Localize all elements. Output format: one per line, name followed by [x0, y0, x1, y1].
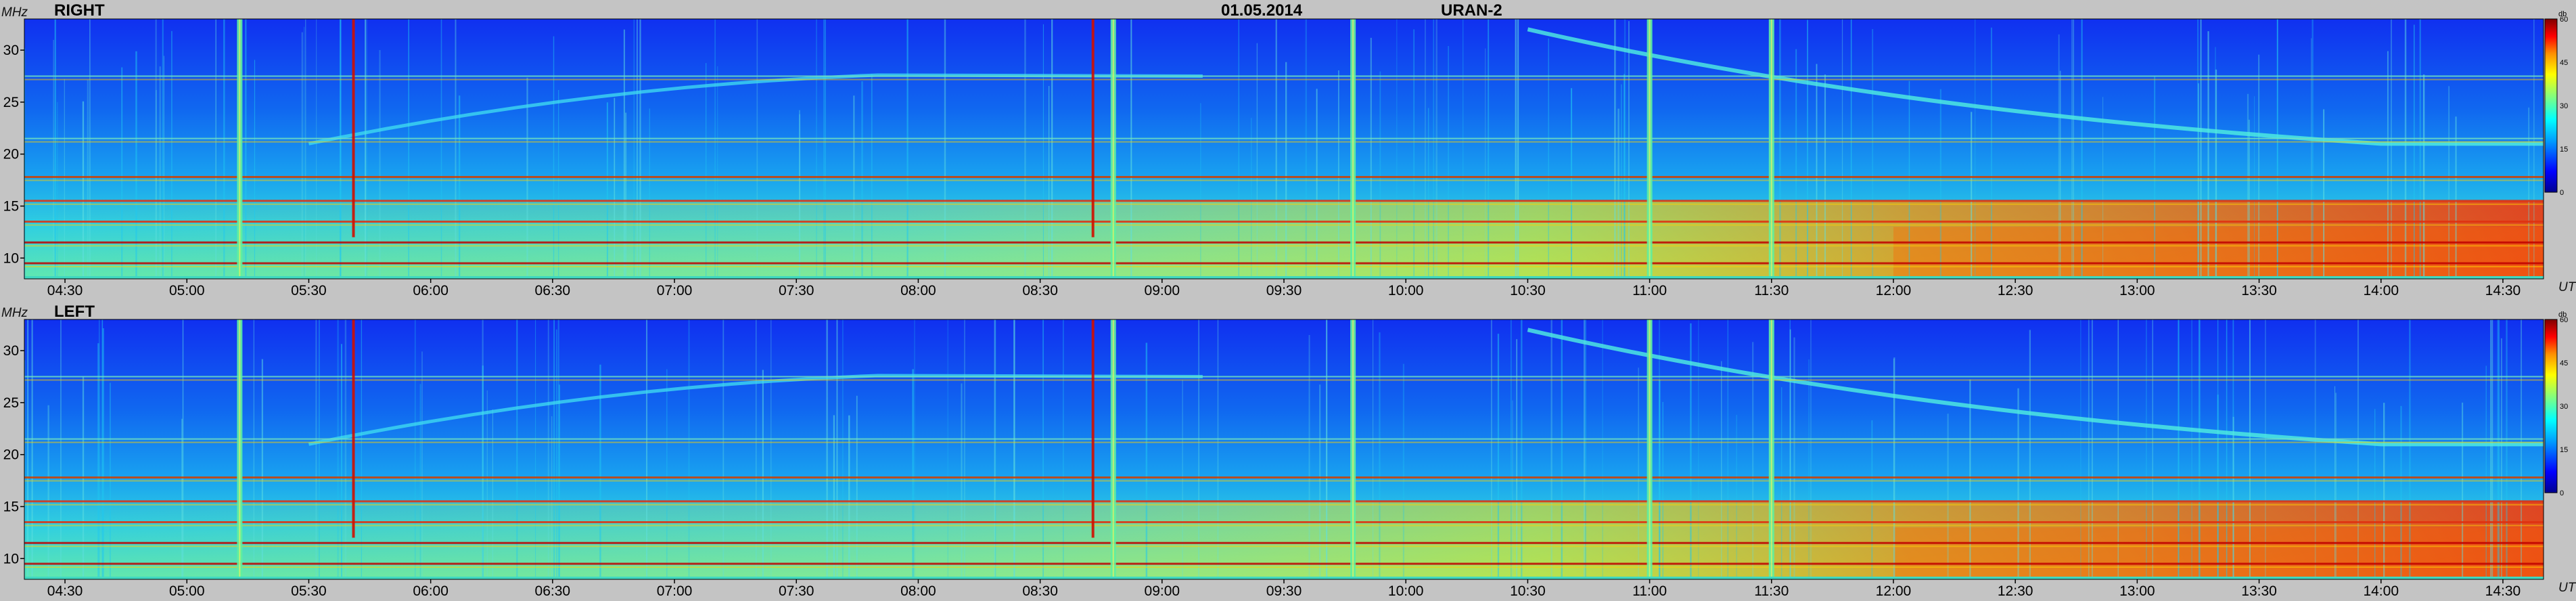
x-unit-top: UT	[2558, 280, 2576, 294]
x-tick-label: 05:00	[169, 283, 205, 298]
x-tick-label: 11:30	[1754, 283, 1789, 298]
colorbar-gradient	[2544, 319, 2558, 493]
colorbar-unit: db	[2558, 10, 2567, 18]
colorbar-unit: db	[2558, 311, 2567, 319]
y-unit-bottom: MHz	[1, 306, 28, 320]
x-tick-label: 05:30	[291, 583, 327, 599]
x-tick-label: 05:30	[291, 283, 327, 298]
colorbar-tick-label: 45	[2560, 359, 2568, 368]
x-tick-label: 07:00	[657, 583, 693, 599]
x-tick-label: 08:30	[1022, 583, 1058, 599]
colorbar-tick-label: 60	[2560, 16, 2568, 24]
x-tick-label: 13:00	[2119, 283, 2155, 298]
y-tick-label: 25	[3, 395, 19, 411]
x-tick-label: 06:30	[535, 583, 571, 599]
x-tick-label: 07:30	[779, 583, 814, 599]
panel-label-right: RIGHT	[54, 1, 105, 20]
x-tick-label: 09:00	[1145, 283, 1180, 298]
x-tick-label: 10:00	[1388, 283, 1424, 298]
x-tick-label: 12:00	[1876, 583, 1912, 599]
y-unit-top: MHz	[1, 5, 28, 20]
colorbar-tick-label: 0	[2560, 489, 2564, 497]
hot-region	[24, 501, 2544, 579]
late-drift-band	[1527, 27, 2544, 146]
panel-label-left: LEFT	[54, 303, 95, 321]
x-tick-label: 07:30	[779, 283, 814, 298]
x-tick-label: 14:30	[2485, 283, 2521, 298]
drifting-band	[308, 374, 1203, 446]
x-tick-label: 07:00	[657, 283, 693, 298]
colorbar-tick-label: 60	[2560, 316, 2568, 324]
bottom-strip	[24, 577, 2544, 579]
colorbar-tick-label: 15	[2560, 446, 2568, 454]
x-tick-label: 04:30	[47, 283, 83, 298]
x-tick-label: 12:00	[1876, 283, 1912, 298]
x-tick-label: 06:00	[413, 583, 448, 599]
colorbar-tick-label: 15	[2560, 146, 2568, 154]
y-tick-label: 15	[3, 198, 19, 214]
x-tick-label: 11:00	[1632, 583, 1667, 599]
x-unit-bottom: UT	[2558, 581, 2576, 595]
x-tick-label: 08:00	[900, 283, 936, 298]
x-tick-label: 10:00	[1388, 583, 1424, 599]
x-tick-label: 14:00	[2363, 283, 2399, 298]
x-tick-label: 13:00	[2119, 583, 2155, 599]
y-tick-label: 30	[3, 43, 19, 58]
spectrogram-panel-right: 10 15 20 25 30 04:30 05:00 05:30 06:00 06:30 07:00…	[3, 10, 2569, 298]
y-tick-label: 10	[3, 551, 19, 566]
x-tick-label: 06:00	[413, 283, 448, 298]
x-tick-label: 13:30	[2241, 283, 2277, 298]
x-tick-label: 09:30	[1266, 583, 1302, 599]
x-tick-label: 12:30	[1998, 283, 2033, 298]
x-tick-label: 04:30	[47, 583, 83, 599]
x-tick-label: 08:30	[1022, 283, 1058, 298]
x-tick-label: 09:30	[1266, 283, 1302, 298]
late-drift-band	[1527, 328, 2544, 447]
x-tick-label: 10:30	[1510, 283, 1546, 298]
x-tick-label: 08:00	[900, 583, 936, 599]
x-tick-label: 14:00	[2363, 583, 2399, 599]
colorbar-tick-label: 0	[2560, 189, 2564, 197]
y-tick-label: 20	[3, 447, 19, 463]
y-tick-label: 30	[3, 343, 19, 359]
x-tick-label: 05:00	[169, 583, 205, 599]
x-tick-label: 11:00	[1632, 283, 1667, 298]
y-tick-label: 10	[3, 250, 19, 266]
x-tick-label: 11:30	[1754, 583, 1789, 599]
colorbar-tick-label: 30	[2560, 403, 2568, 411]
hot-region-core	[1893, 227, 2544, 279]
y-tick-label: 20	[3, 147, 19, 162]
spectrogram-panel-left: 10 15 20 25 30 04:30 05:00 05:30 06:00 06:30 07:00…	[3, 311, 2569, 599]
x-tick-label: 10:30	[1510, 583, 1546, 599]
date-title: 01.05.2014	[1221, 1, 1303, 20]
x-tick-label: 14:30	[2485, 583, 2521, 599]
x-tick-label: 09:00	[1145, 583, 1180, 599]
hot-region	[24, 200, 2544, 279]
instrument-title: URAN-2	[1441, 1, 1502, 20]
x-tick-label: 13:30	[2241, 583, 2277, 599]
y-tick-label: 25	[3, 95, 19, 110]
colorbar-gradient	[2544, 18, 2558, 193]
colorbar-tick-label: 45	[2560, 59, 2568, 67]
x-tick-label: 06:30	[535, 283, 571, 298]
bottom-strip	[24, 276, 2544, 279]
y-tick-label: 15	[3, 499, 19, 514]
drifting-band	[308, 73, 1203, 146]
x-tick-label: 12:30	[1998, 583, 2033, 599]
colorbar-tick-label: 30	[2560, 102, 2568, 110]
